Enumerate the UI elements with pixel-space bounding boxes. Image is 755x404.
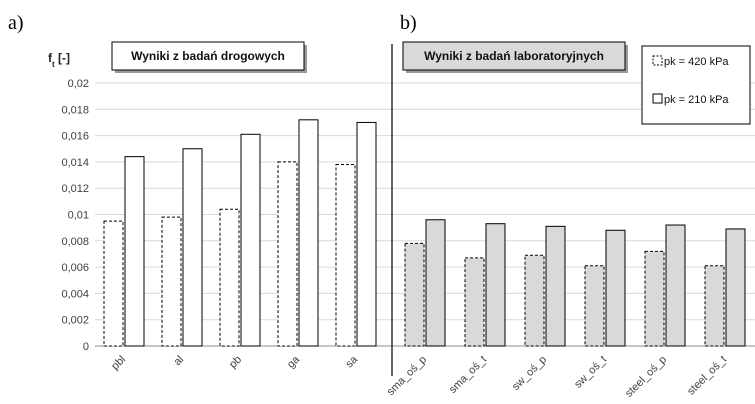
bar-210 (356, 121, 377, 347)
x-tick-label: sw_oś_p (510, 354, 549, 393)
bar-420 (404, 242, 425, 347)
x-tick-label: sa (343, 353, 360, 370)
x-tick-label: sw_oś_t (572, 354, 609, 391)
legend: pk = 420 kPa pk = 210 kPa (641, 45, 751, 125)
bar-420 (161, 216, 182, 347)
bars (103, 119, 746, 347)
bar-420 (644, 250, 665, 347)
bar-210 (298, 119, 319, 347)
bar-210 (485, 223, 506, 347)
legend-label: pk = 210 kPa (664, 94, 729, 106)
y-tick-label: 0,016 (61, 131, 89, 143)
y-axis-label: ft [-] (48, 51, 70, 69)
y-tick-labels: 0 0,002 0,004 0,006 0,008 0,01 0,012 0,014 0,016… (61, 78, 89, 353)
y-tick-label: 0,01 (68, 210, 89, 222)
y-tick-label: 0,02 (68, 78, 89, 90)
x-tick-label: pb (227, 354, 244, 371)
x-tick-label: ga (285, 353, 303, 371)
group-titles: Wyniki z badań drogowych Wyniki z badań l… (111, 41, 628, 73)
group-title: Wyniki z badań drogowych (131, 49, 285, 63)
bar-420 (335, 164, 356, 347)
bar-210 (605, 229, 626, 347)
y-tick-label: 0 (83, 341, 89, 353)
title-box (111, 41, 305, 71)
y-tick-label: 0,002 (61, 315, 89, 327)
legend-swatch (652, 93, 663, 104)
bar-210 (124, 156, 145, 347)
bar-210 (182, 148, 203, 347)
x-tick-label: steel_oś_p (623, 354, 669, 400)
title-box (402, 41, 626, 71)
y-tick-label: 0,004 (61, 288, 89, 300)
group-title: Wyniki z badań laboratoryjnych (424, 49, 604, 63)
y-tick-label: 0,008 (61, 236, 89, 248)
y-tick-label: 0,018 (61, 104, 89, 116)
panel-label-a: a) (8, 12, 24, 34)
x-tick-labels: pbl al pb ga sa sma_oś_p sma_oś_t sw_oś_p sw_oś_… (109, 353, 729, 400)
bar-210 (425, 219, 446, 347)
x-tick-label: sma_oś_p (385, 354, 429, 398)
bar-210 (545, 225, 566, 347)
bar-420 (219, 208, 240, 347)
bar-210 (665, 224, 686, 347)
y-tick-label: 0,012 (61, 183, 89, 195)
bar-420 (103, 220, 124, 347)
y-axis-label-unit: [-] (55, 51, 70, 65)
x-tick-label: steel_oś_t (685, 354, 729, 398)
panel-label-b: b) (400, 12, 417, 34)
bar-420 (524, 254, 545, 347)
bar-420 (704, 265, 725, 347)
x-tick-label: al (172, 354, 187, 369)
y-axis-label-main: f (48, 51, 53, 65)
legend-label: pk = 420 kPa (664, 56, 729, 68)
y-tick-label: 0,006 (61, 262, 89, 274)
bar-210 (725, 228, 746, 347)
bar-420 (584, 265, 605, 347)
legend-swatch (652, 55, 663, 66)
x-tick-label: sma_oś_t (447, 354, 489, 396)
y-axis-label-sub: t (52, 60, 55, 69)
bar-420 (277, 161, 298, 347)
y-tick-label: 0,014 (61, 157, 89, 169)
bar-210 (240, 133, 261, 347)
x-tick-label: pbl (109, 354, 128, 373)
bar-420 (464, 257, 485, 347)
